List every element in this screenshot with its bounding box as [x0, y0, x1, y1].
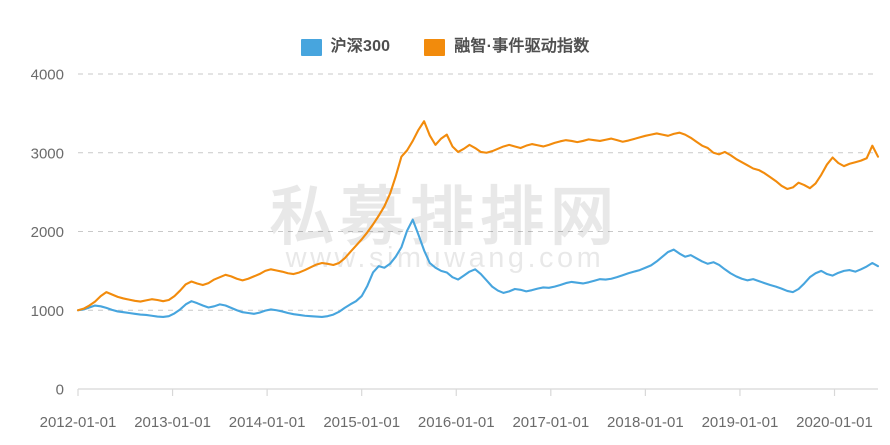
- x-tick-label: 2018-01-01: [607, 414, 684, 431]
- series-line-hs300: [76, 218, 880, 318]
- x-tick-label: 2013-01-01: [134, 414, 211, 431]
- y-tick-label: 4000: [31, 67, 64, 84]
- chart-legend: 沪深300 融智·事件驱动指数: [0, 30, 890, 64]
- x-tick-label: 2019-01-01: [702, 414, 779, 431]
- x-tick-label: 2015-01-01: [323, 414, 400, 431]
- x-tick-label: 2014-01-01: [229, 414, 306, 431]
- x-tick-label: 2012-01-01: [40, 414, 117, 431]
- legend-label-hs300: 沪深300: [330, 38, 391, 55]
- x-tick-label: 2016-01-01: [418, 414, 495, 431]
- y-tick-label: 3000: [31, 145, 64, 162]
- y-tick-label: 1000: [31, 303, 64, 320]
- series-line-event-driven: [76, 120, 880, 312]
- legend-item-event-driven[interactable]: 融智·事件驱动指数: [424, 38, 590, 56]
- x-tick-label: 2020-01-01: [796, 414, 873, 431]
- y-tick-label: 2000: [31, 224, 64, 241]
- y-tick-label: 0: [56, 382, 64, 399]
- legend-item-hs300[interactable]: 沪深300: [300, 38, 391, 56]
- legend-swatch-hs300: [300, 38, 322, 56]
- legend-label-event-driven: 融智·事件驱动指数: [454, 38, 590, 55]
- legend-swatch-event-driven: [424, 38, 446, 56]
- x-tick-label: 2017-01-01: [512, 414, 589, 431]
